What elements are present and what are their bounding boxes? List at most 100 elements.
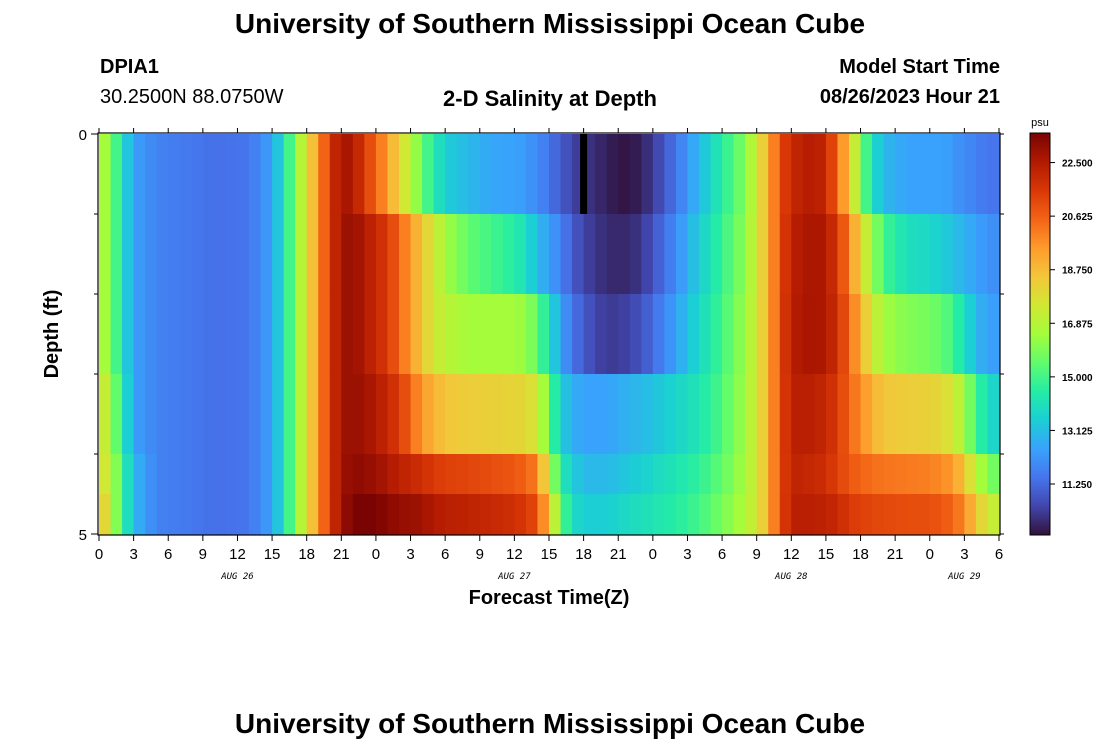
heatmap-cell — [825, 454, 839, 495]
heatmap-cell — [768, 454, 781, 495]
heatmap-cell — [952, 134, 965, 215]
heatmap-cell — [191, 294, 204, 375]
heatmap-cell — [837, 494, 850, 535]
x-tick-label: 12 — [229, 546, 246, 563]
heatmap-cell — [595, 134, 608, 215]
x-tick-label: 0 — [372, 546, 380, 563]
x-tick-label: 6 — [441, 546, 449, 563]
heatmap-cell — [225, 294, 239, 375]
heatmap-cell — [99, 494, 112, 535]
heatmap-cell — [825, 374, 839, 455]
heatmap-cell — [145, 214, 158, 295]
heatmap-cell — [768, 374, 781, 455]
heatmap-cell — [306, 454, 319, 495]
heatmap-cell — [422, 454, 435, 495]
heatmap-cell — [779, 214, 792, 295]
heatmap-cell — [145, 134, 158, 215]
heatmap-cell — [652, 214, 665, 295]
heatmap-cell — [399, 294, 412, 375]
heatmap-cell — [768, 494, 781, 535]
heatmap-cell — [145, 494, 158, 535]
heatmap-cell — [237, 494, 250, 535]
heatmap-cell — [456, 494, 469, 535]
heatmap-cell — [491, 134, 504, 215]
heatmap-cell — [399, 134, 412, 215]
heatmap-cell — [549, 214, 562, 295]
heatmap-cell — [583, 454, 596, 495]
heatmap-cell — [341, 454, 354, 495]
heatmap-cell — [641, 494, 654, 535]
heatmap-cells — [99, 134, 1000, 535]
heatmap-cell — [260, 294, 273, 375]
heatmap-cell — [514, 134, 527, 215]
heatmap-cell — [952, 374, 965, 455]
heatmap-cell — [618, 374, 631, 455]
heatmap-cell — [156, 214, 169, 295]
heatmap-cell — [214, 214, 227, 295]
x-tick-label: 3 — [960, 546, 968, 563]
heatmap-cell — [814, 494, 827, 535]
heatmap-cell — [133, 374, 146, 455]
heatmap-cell — [249, 494, 262, 535]
heatmap-cell — [502, 494, 515, 535]
heatmap-cell — [514, 494, 527, 535]
heatmap-cell — [595, 374, 608, 455]
x-tick-label: 15 — [264, 546, 281, 563]
heatmap-cell — [191, 214, 204, 295]
heatmap-cell — [606, 294, 619, 375]
heatmap-cell — [583, 494, 596, 535]
heatmap-cell — [329, 294, 342, 375]
heatmap-cell — [883, 134, 896, 215]
heatmap-cell — [941, 494, 954, 535]
heatmap-cell — [802, 494, 815, 535]
heatmap-cell — [941, 214, 954, 295]
colorbar-tick-label: 15.000 — [1062, 373, 1093, 384]
model-start-label: Model Start Time — [839, 56, 1000, 78]
heatmap-cell — [329, 214, 342, 295]
heatmap-cell — [722, 214, 735, 295]
heatmap-cell — [295, 494, 308, 535]
heatmap-cell — [814, 454, 827, 495]
heatmap-cell — [525, 454, 539, 495]
x-tick-label: 9 — [199, 546, 207, 563]
heatmap-cell — [699, 454, 712, 495]
heatmap-cell — [237, 294, 250, 375]
heatmap-cell — [849, 454, 862, 495]
heatmap-cell — [779, 134, 792, 215]
heatmap-cell — [537, 214, 550, 295]
heatmap-cell — [791, 454, 804, 495]
heatmap-cell — [491, 214, 504, 295]
heatmap-cell — [918, 214, 931, 295]
heatmap-cell — [733, 214, 746, 295]
heatmap-cell — [179, 294, 192, 375]
heatmap-cell — [525, 374, 539, 455]
heatmap-cell — [168, 214, 181, 295]
x-tick-label: 12 — [783, 546, 800, 563]
heatmap-cell — [283, 134, 296, 215]
colorbar-tick-label: 13.125 — [1062, 426, 1093, 437]
heatmap-cell — [329, 494, 342, 535]
heatmap-cell — [133, 134, 146, 215]
heatmap-cell — [387, 494, 400, 535]
x-tick-label: 6 — [995, 546, 1003, 563]
heatmap-cell — [537, 494, 550, 535]
heatmap-cell — [641, 214, 654, 295]
colorbar: psu 22.500 20.625 18.750 16.875 15.000 13.125… — [1029, 117, 1093, 536]
heatmap-cell — [675, 374, 689, 455]
heatmap-cell — [272, 294, 285, 375]
heatmap-cell — [975, 374, 989, 455]
heatmap-cell — [814, 294, 827, 375]
heatmap-cell — [110, 294, 123, 375]
heatmap-cell — [918, 374, 931, 455]
heatmap-cell — [664, 214, 677, 295]
heatmap-cell — [710, 454, 723, 495]
heatmap-cell — [964, 454, 977, 495]
heatmap-cell — [606, 374, 619, 455]
heatmap-cell — [825, 494, 839, 535]
heatmap-cell — [918, 294, 931, 375]
heatmap-cell — [306, 494, 319, 535]
heatmap-cell — [595, 494, 608, 535]
heatmap-cell — [410, 374, 423, 455]
chart-title: 2-D Salinity at Depth — [443, 86, 657, 111]
heatmap-cell — [802, 374, 815, 455]
